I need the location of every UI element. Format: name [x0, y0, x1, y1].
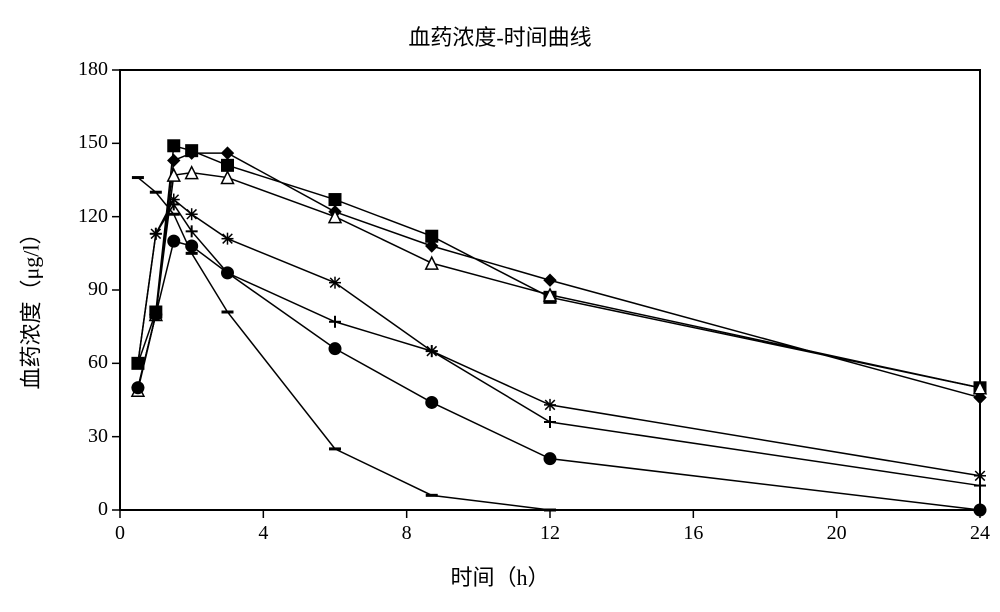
x-tick-label: 4 [243, 522, 283, 545]
y-tick-label: 30 [48, 425, 108, 448]
x-tick-label: 20 [817, 522, 857, 545]
y-tick-label: 180 [48, 58, 108, 81]
y-tick-label: 120 [48, 205, 108, 228]
y-tick-label: 90 [48, 278, 108, 301]
x-tick-label: 12 [530, 522, 570, 545]
x-tick-label: 0 [100, 522, 140, 545]
x-tick-label: 24 [960, 522, 1000, 545]
x-tick-label: 16 [673, 522, 713, 545]
x-tick-label: 8 [387, 522, 427, 545]
y-tick-label: 60 [48, 351, 108, 374]
chart-container: 血药浓度-时间曲线 血药浓度（μg/l） 时间（h） 0306090120150… [0, 0, 1000, 612]
y-tick-label: 0 [48, 498, 108, 521]
chart-svg [0, 0, 1000, 612]
y-tick-label: 150 [48, 131, 108, 154]
